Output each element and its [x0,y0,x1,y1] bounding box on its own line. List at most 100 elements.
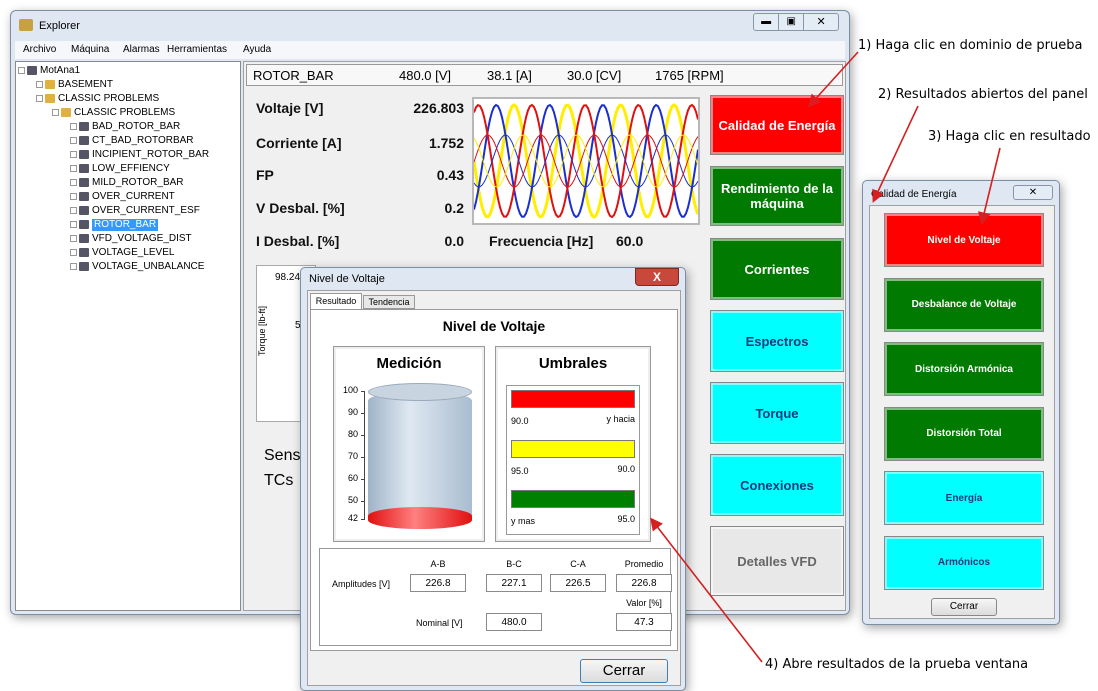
folder-icon [45,80,55,89]
tree-item[interactable]: BAD_ROTOR_BAR [92,121,181,132]
panel-button[interactable]: Detalles VFD [710,526,844,596]
annotation: 2) Resultados abiertos del panel [878,87,1088,102]
scale-label: 70 [347,451,358,461]
result-button[interactable]: Distorsión Total [884,406,1044,461]
box-title: Medición [376,355,442,372]
panel-button[interactable]: Espectros [710,310,844,372]
menu-item[interactable]: Herramientas [167,44,228,55]
menu-item[interactable]: Máquina [71,44,110,55]
column-header: C-A [570,559,586,569]
cylinder [368,391,472,529]
panel-button[interactable]: Calidad de Energía [710,95,844,155]
tree-item[interactable]: VOLTAGE_LEVEL [92,247,175,258]
test-icon [79,248,89,257]
close-button[interactable]: ✕ [816,16,826,28]
measurement-value: 0.43 [436,167,464,183]
dialog-title: Calidad de Energía [871,189,957,200]
column-header: A-B [430,559,446,569]
folder-icon [61,108,71,117]
minimize-button[interactable]: ▬ [754,14,780,30]
maximize-button[interactable]: ▣ [779,14,805,30]
measurement-label: Voltaje [V] [256,100,324,116]
scale-tick [361,435,365,436]
test-icon [79,178,89,187]
tree-item[interactable]: CLASSIC PROBLEMS [58,93,160,104]
scale-label: 50 [347,495,358,505]
dialog-close-x[interactable]: X [635,268,679,286]
tree-item[interactable]: MILD_ROTOR_BAR [92,177,184,188]
header-field: ROTOR_BAR [253,68,334,83]
scale-axis [364,391,365,519]
tree-item[interactable]: INCIPIENT_ROTOR_BAR [92,149,210,160]
waveform [474,103,698,219]
tab[interactable]: Resultado [310,293,362,309]
panel-button[interactable]: Conexiones [710,454,844,516]
tree-item[interactable]: BASEMENT [58,79,114,90]
measurement-label: V Desbal. [%] [256,200,345,216]
menu-item[interactable]: Ayuda [243,44,272,55]
cylinder-top [368,383,472,401]
result-button[interactable]: Desbalance de Voltaje [884,277,1044,332]
tree-item[interactable]: CT_BAD_ROTORBAR [92,135,194,146]
cts-label: TCs [264,472,294,489]
tree-expander [70,151,77,158]
measurement-label: Corriente [A] [256,135,342,151]
panel-button[interactable]: Rendimiento de la máquina [710,166,844,226]
panel-button[interactable]: Torque [710,382,844,444]
tree-item[interactable]: VFD_VOLTAGE_DIST [92,233,192,244]
dialog-close-x[interactable]: ✕ [1013,185,1053,200]
result-button[interactable]: Nivel de Voltaje [884,213,1044,267]
tree-expander [70,221,77,228]
result-button[interactable]: Distorsión Armónica [884,342,1044,396]
tab[interactable]: Tendencia [363,295,415,309]
tree-item[interactable]: OVER_CURRENT [92,191,175,202]
tree-item[interactable]: LOW_EFFIENCY [92,163,170,174]
voltage-dialog: Nivel de Voltaje X Resultado Tendencia Niv… [300,267,686,691]
test-icon [79,150,89,159]
row-label: Amplitudes [V] [332,579,391,589]
close-button[interactable]: Cerrar [931,598,997,616]
tree-item[interactable]: VOLTAGE_UNBALANCE [92,261,205,272]
scale-tick [361,413,365,414]
waveform [474,134,698,188]
tree-item[interactable]: MotAna1 [40,65,81,76]
measurement-value: 226.803 [413,100,464,116]
result-button[interactable]: Armónicos [884,535,1044,590]
results-table: A-B 226.8 B-C 227.1 C-A 226.5 Promedio 226.8 Amp… [319,548,672,646]
measurement-value: 1.752 [428,135,464,151]
scale-label: 100 [342,385,358,395]
threshold-bar [511,490,635,508]
thresholds-list: 90.0 y hacia 95.0 90.0 y mas 95.0 [506,385,640,535]
result-button[interactable]: Energía [884,471,1044,525]
folder-icon [45,94,55,103]
frequency-label: Frecuencia [Hz] [489,233,594,249]
tree-expander [70,137,77,144]
measurement-label: FP [256,167,274,183]
tree-expander [52,109,59,116]
chart-tick: 5 [295,320,301,331]
close-button[interactable]: Cerrar [580,659,668,683]
threshold-bar [511,390,635,408]
tree-item[interactable]: OVER_CURRENT_ESF [92,205,200,216]
quality-dialog: Calidad de Energía ✕ Nivel de Voltaje Des… [862,180,1060,625]
scale-tick [361,457,365,458]
tree-item[interactable]: CLASSIC PROBLEMS [74,107,176,118]
value-field: 47.3 [616,613,672,631]
test-icon [79,192,89,201]
scale-label: 42 [347,513,358,523]
amplitude-field: 226.5 [550,574,606,592]
header-field: 38.1 [A] [487,68,532,83]
menu-item[interactable]: Alarmas [123,44,160,55]
annotation: 3) Haga clic en resultado [928,129,1091,144]
frequency-value: 60.0 [616,233,644,249]
cylinder-level [368,507,472,529]
menu-item[interactable]: Archivo [23,44,57,55]
tree-expander [18,67,25,74]
test-icon [79,122,89,131]
test-icon [79,262,89,271]
scale-tick [361,391,365,392]
tree-item[interactable]: ROTOR_BAR [92,219,159,231]
panel-button[interactable]: Corrientes [710,238,844,300]
threshold-low: 90.0 [511,416,529,426]
threshold-high: 90.0 [617,464,635,474]
